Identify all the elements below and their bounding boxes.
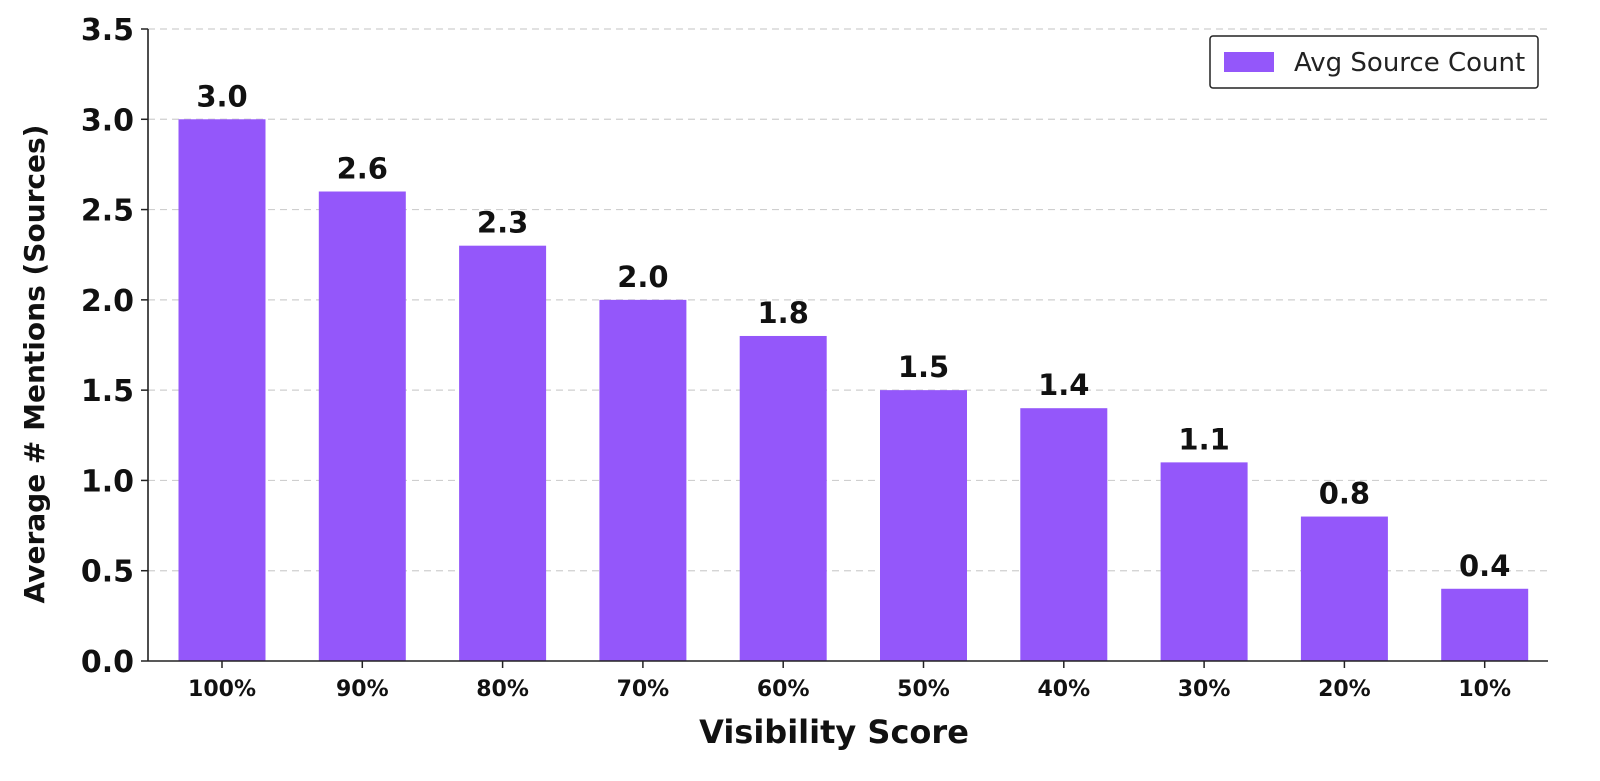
y-tick-label: 0.0 xyxy=(81,645,134,680)
x-tick-label: 50% xyxy=(897,677,950,702)
bar-value-label: 1.1 xyxy=(1178,422,1229,456)
x-tick-label: 70% xyxy=(617,677,670,702)
x-tick-label: 30% xyxy=(1178,677,1231,702)
bar-value-label: 3.0 xyxy=(196,79,247,113)
y-tick-label: 3.0 xyxy=(81,103,134,138)
axes xyxy=(141,28,1548,668)
y-axis-title: Average # Mentions (Sources) xyxy=(18,125,51,604)
x-tick-label: 10% xyxy=(1458,677,1511,702)
y-tick-labels: 0.0 0.5 1.0 1.5 2.0 2.5 3.0 3.5 xyxy=(81,13,134,680)
bar xyxy=(178,119,266,662)
y-tick-label: 1.0 xyxy=(81,464,134,499)
bar xyxy=(1160,462,1248,661)
y-tick-label: 1.5 xyxy=(81,374,134,409)
bar xyxy=(1020,408,1108,661)
y-tick-label: 3.5 xyxy=(81,13,134,48)
bar xyxy=(880,390,967,661)
x-axis-title: Visibility Score xyxy=(699,713,969,751)
x-tick-label: 40% xyxy=(1037,677,1090,702)
bar xyxy=(1300,516,1388,661)
bar xyxy=(318,191,406,661)
legend: Avg Source Count xyxy=(1209,35,1539,89)
bar-value-label: 1.5 xyxy=(898,350,949,384)
x-tick-label: 20% xyxy=(1318,677,1371,702)
legend-label: Avg Source Count xyxy=(1294,48,1525,78)
bar-value-label: 2.3 xyxy=(477,206,528,240)
data-labels: 3.0 2.6 2.3 2.0 1.8 1.5 1.4 1.1 0.8 0.4 xyxy=(196,79,1510,582)
bar-value-label: 1.4 xyxy=(1038,368,1089,402)
x-tick-label: 80% xyxy=(476,677,529,702)
bar-value-label: 2.6 xyxy=(337,152,388,186)
x-tick-label: 60% xyxy=(757,677,810,702)
bar-value-label: 0.8 xyxy=(1319,477,1370,511)
x-tick-label: 90% xyxy=(336,677,389,702)
bar-value-label: 1.8 xyxy=(758,296,809,330)
y-tick-label: 2.0 xyxy=(81,284,134,319)
bar xyxy=(599,299,687,661)
bar xyxy=(739,335,827,661)
x-tick-label: 100% xyxy=(188,677,256,702)
y-tick-label: 0.5 xyxy=(81,555,134,590)
bars xyxy=(178,119,1529,662)
bar xyxy=(1441,588,1529,661)
legend-frame xyxy=(1209,35,1539,89)
bar xyxy=(459,245,547,661)
bar-value-label: 2.0 xyxy=(617,260,668,294)
x-tick-labels: 100% 90% 80% 70% 60% 50% 40% 30% 20% 10% xyxy=(188,677,1511,702)
legend-swatch xyxy=(1224,52,1274,72)
y-tick-label: 2.5 xyxy=(81,194,134,229)
bar-value-label: 0.4 xyxy=(1459,549,1510,583)
